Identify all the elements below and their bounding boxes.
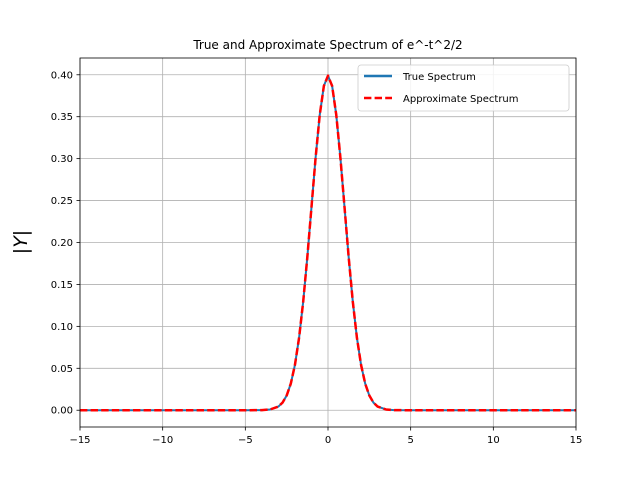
- y-tick-label: 0.15: [51, 280, 73, 291]
- y-tick-label: 0.20: [51, 238, 73, 249]
- legend-label-true-spectrum: True Spectrum: [402, 72, 476, 83]
- legend-frame: [357, 64, 570, 112]
- legend: True Spectrum Approximate Spectrum: [357, 64, 570, 112]
- y-tick-label: 0.30: [51, 154, 73, 165]
- axis-ticks: −15 −10 −5 0 5 10 15 0.00 0.05 0.10 0.15 0.20 0.25 0.…: [51, 70, 583, 446]
- y-tick-label: 0.35: [51, 112, 73, 123]
- y-tick-label: 0.00: [51, 406, 73, 417]
- plot-series: [80, 74, 576, 412]
- x-tick-label: −5: [238, 435, 253, 446]
- series-line-approximate-spectrum: [80, 74, 576, 412]
- chart-title: True and Approximate Spectrum of e^-t^2/…: [192, 38, 462, 52]
- x-tick-label: 5: [407, 435, 413, 446]
- y-tick-label: 0.10: [51, 322, 73, 333]
- y-tick-label: 0.25: [51, 196, 73, 207]
- y-tick-label: 0.40: [51, 70, 73, 81]
- legend-label-approximate-spectrum: Approximate Spectrum: [403, 94, 519, 105]
- x-tick-label: 10: [487, 435, 500, 446]
- x-tick-label: −15: [69, 435, 90, 446]
- y-axis-label: |Y|: [10, 230, 32, 254]
- x-tick-label: −10: [152, 435, 173, 446]
- y-tick-label: 0.05: [51, 364, 73, 375]
- x-tick-label: 15: [570, 435, 583, 446]
- x-tick-label: 0: [325, 435, 331, 446]
